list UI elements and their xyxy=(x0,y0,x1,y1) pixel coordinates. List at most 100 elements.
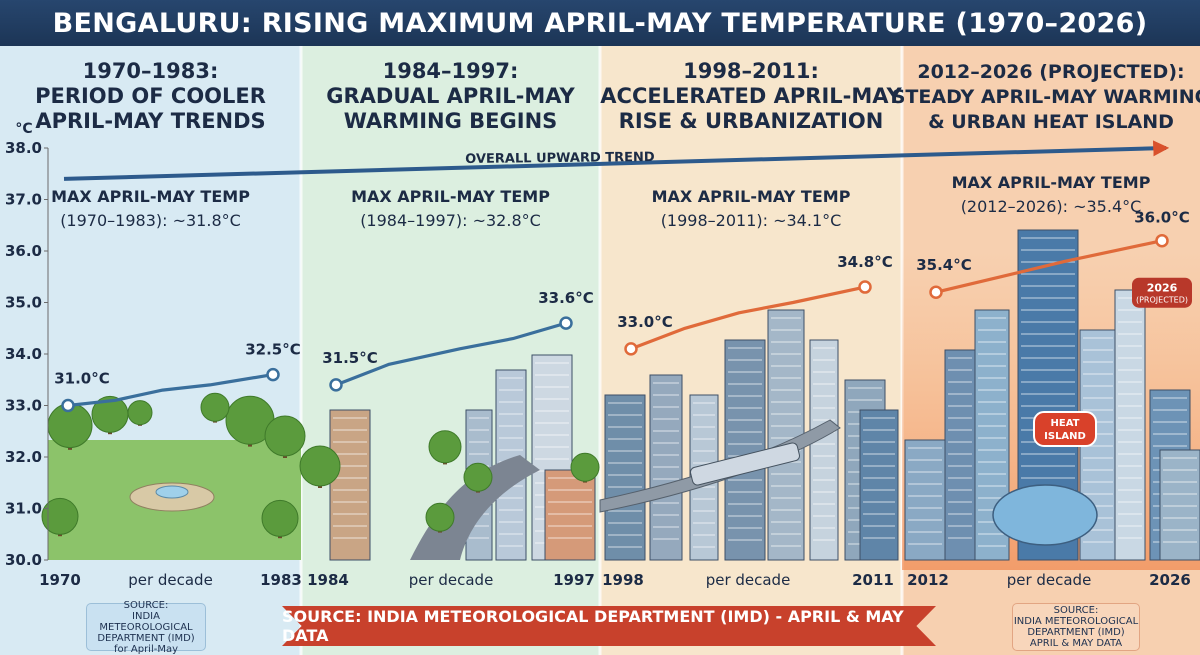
panel-heading: STEADY APRIL-MAY WARMING xyxy=(892,86,1200,108)
building-icon xyxy=(844,379,886,561)
data-point xyxy=(559,316,573,330)
building-icon xyxy=(974,309,1010,561)
panel-heading: 1984–1997: xyxy=(383,59,519,83)
heat-island-label: ISLAND xyxy=(1044,431,1086,442)
trend-label: OVERALL UPWARD TREND xyxy=(465,150,655,167)
y-tick-label: 38.0 xyxy=(5,139,42,157)
x-tick-label: 1998 xyxy=(602,571,644,589)
tree-icon xyxy=(225,395,275,445)
x-tick-label: 1997 xyxy=(553,571,595,589)
panel-average-temp: (1970–1983): ~31.8°C xyxy=(60,211,241,230)
tree-icon xyxy=(299,445,341,487)
source-right-line: DEPARTMENT (IMD) xyxy=(1027,627,1125,638)
panel-average-temp: MAX APRIL-MAY TEMP xyxy=(351,187,550,206)
x-tick-label: 1970 xyxy=(39,571,81,589)
x-axis-caption: per decade xyxy=(1007,571,1092,589)
tree-trunk xyxy=(248,425,252,447)
park-lawn xyxy=(48,440,301,560)
panel-heading: WARMING BEGINS xyxy=(344,109,558,133)
tree-trunk xyxy=(583,470,587,483)
source-banner: SOURCE: INDIA METEOROLOGICAL DEPARTMENT … xyxy=(282,606,936,646)
metro-viaduct xyxy=(599,419,841,513)
panel-heading: & URBAN HEAT ISLAND xyxy=(928,111,1174,133)
y-tick-label: 36.0 xyxy=(5,242,42,260)
tree-trunk xyxy=(318,470,322,488)
series-line xyxy=(67,373,274,408)
tree-trunk xyxy=(443,450,447,465)
data-label: 31.5°C xyxy=(322,349,378,367)
building-icon xyxy=(465,409,493,561)
tree-icon xyxy=(47,403,93,449)
projection-badge-year: 2026 xyxy=(1147,282,1178,295)
source-right-line: SOURCE: xyxy=(1053,605,1099,616)
y-tick-label: 37.0 xyxy=(5,191,42,209)
panel-average-temp: MAX APRIL-MAY TEMP xyxy=(952,173,1151,192)
panel-heading: 2012–2026 (PROJECTED): xyxy=(917,61,1184,83)
data-label: 34.8°C xyxy=(837,253,893,271)
tree-trunk xyxy=(278,522,282,539)
dome-building xyxy=(992,484,1098,546)
building-icon xyxy=(1149,389,1191,561)
building-icon xyxy=(689,394,719,561)
panel-heading: RISE & URBANIZATION xyxy=(619,109,884,133)
panel-heading: ACCELERATED APRIL-MAY xyxy=(600,84,902,108)
panel-average-temp: MAX APRIL-MAY TEMP xyxy=(51,187,250,206)
page-title: BENGALURU: RISING MAXIMUM APRIL-MAY TEMP… xyxy=(0,0,1200,46)
tree-trunk xyxy=(138,415,142,426)
source-left-line: for April-May xyxy=(113,643,179,655)
panel-background xyxy=(0,46,301,655)
y-tick-label: 30.0 xyxy=(5,551,42,569)
building-icon xyxy=(809,339,839,561)
data-point xyxy=(329,378,343,392)
panel-heading: 1970–1983: xyxy=(83,59,219,83)
data-point xyxy=(61,398,75,413)
series-line xyxy=(935,239,1163,294)
y-tick-label: 35.0 xyxy=(5,294,42,312)
tree-icon xyxy=(264,415,306,457)
y-tick-label: 34.0 xyxy=(5,345,42,363)
panel-average-temp: (1984–1997): ~32.8°C xyxy=(360,211,541,230)
panel-average-temp: MAX APRIL-MAY TEMP xyxy=(652,187,851,206)
data-label: 35.4°C xyxy=(916,256,972,274)
tree-icon xyxy=(261,499,299,537)
data-point xyxy=(266,367,280,382)
data-label: 33.0°C xyxy=(617,313,673,331)
tree-icon xyxy=(41,497,79,535)
projection-badge-note: (PROJECTED) xyxy=(1136,296,1188,305)
park-plaza xyxy=(129,482,215,512)
source-note-right: SOURCE: INDIA METEOROLOGICAL DEPARTMENT … xyxy=(1012,603,1140,651)
tree-icon xyxy=(127,400,153,426)
x-axis-caption: per decade xyxy=(409,571,494,589)
building-icon xyxy=(495,369,527,561)
building-icon xyxy=(604,394,646,561)
projection-badge xyxy=(1132,277,1192,308)
source-note-left: SOURCE: INDIA METEOROLOGICAL DEPARTMENT … xyxy=(86,600,206,655)
data-label: 36.0°C xyxy=(1134,209,1190,227)
tree-icon xyxy=(570,452,600,482)
panel-average-temp: (2012–2026): ~35.4°C xyxy=(961,197,1142,216)
x-tick-label: 1984 xyxy=(307,571,349,589)
data-point xyxy=(1155,233,1169,248)
building-icon xyxy=(904,439,946,561)
metro-train xyxy=(690,442,800,486)
source-right-line: APRIL & MAY DATA xyxy=(1029,638,1123,649)
panel-background xyxy=(301,46,600,655)
panel-heading: PERIOD OF COOLER xyxy=(35,84,266,108)
tree-icon xyxy=(428,430,462,464)
building-icon xyxy=(1159,449,1200,561)
tree-trunk xyxy=(476,480,480,493)
x-tick-label: 2011 xyxy=(852,571,894,589)
source-right-line: INDIA METEOROLOGICAL xyxy=(1013,616,1139,627)
building-icon xyxy=(544,469,596,561)
building-icon xyxy=(724,339,766,561)
panel-heading: GRADUAL APRIL-MAY xyxy=(326,84,575,108)
y-tick-label: 31.0 xyxy=(5,500,42,518)
panel-heading: APRIL-MAY TRENDS xyxy=(35,109,265,133)
x-axis-caption: per decade xyxy=(128,571,213,589)
heat-glow xyxy=(902,250,1200,570)
data-point xyxy=(624,342,638,356)
tree-icon xyxy=(425,502,455,532)
tree-icon xyxy=(200,392,230,422)
road xyxy=(410,455,540,560)
source-left-line: DEPARTMENT (IMD) xyxy=(97,632,195,644)
